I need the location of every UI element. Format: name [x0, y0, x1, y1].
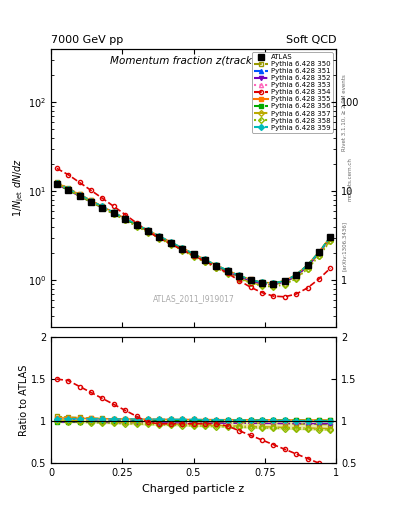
Text: Momentum fraction z(track jets): Momentum fraction z(track jets) [110, 56, 277, 66]
Text: mcplots.cern.ch: mcplots.cern.ch [348, 157, 353, 201]
Text: ATLAS_2011_I919017: ATLAS_2011_I919017 [152, 294, 235, 304]
Legend: ATLAS, Pythia 6.428 350, Pythia 6.428 351, Pythia 6.428 352, Pythia 6.428 353, P: ATLAS, Pythia 6.428 350, Pythia 6.428 35… [252, 52, 332, 133]
Text: [arXiv:1306.3436]: [arXiv:1306.3436] [342, 221, 347, 271]
X-axis label: Charged particle z: Charged particle z [142, 484, 245, 494]
Y-axis label: $1/N_{\rm jet}\ dN/dz$: $1/N_{\rm jet}\ dN/dz$ [12, 158, 26, 218]
Y-axis label: Ratio to ATLAS: Ratio to ATLAS [20, 365, 29, 436]
Text: 7000 GeV pp: 7000 GeV pp [51, 35, 123, 45]
Text: Rivet 3.1.10, ≥ 2.9M events: Rivet 3.1.10, ≥ 2.9M events [342, 74, 347, 151]
Text: Soft QCD: Soft QCD [286, 35, 336, 45]
